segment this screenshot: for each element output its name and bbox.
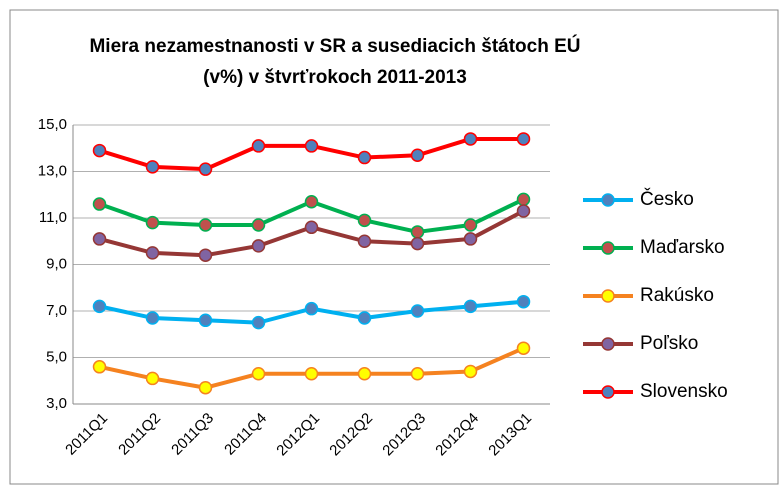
data-point [251,315,266,330]
data-point [516,204,531,218]
data-point [357,234,372,248]
data-point [198,248,213,262]
legend-label: Poľsko [640,333,698,354]
data-point [145,371,160,386]
legend-label: Rakúsko [640,285,714,306]
legend-label: Maďarsko [640,237,725,258]
chart-title: (v%) v štvrťrokoch 2011-2013 [203,67,467,88]
data-point [516,132,531,146]
data-point [463,299,478,314]
data-point [357,311,372,325]
legend-marker [601,241,615,255]
legend-marker [601,337,615,351]
data-point [198,162,213,176]
data-point [516,294,531,309]
data-point [304,220,319,235]
data-point [357,367,372,381]
y-tick-label: 7,0 [46,302,67,319]
data-point [198,218,213,232]
data-point [145,311,160,325]
data-point [410,236,425,251]
data-point [516,192,531,207]
y-tick-label: 9,0 [46,255,67,272]
data-point [463,364,478,379]
data-point [251,239,266,253]
data-point [145,246,160,260]
data-point [410,148,425,162]
data-point [145,160,160,174]
data-point [198,380,213,395]
data-point [463,232,478,246]
legend-marker [601,385,615,399]
chart-title: Miera nezamestnanosti v SR a susediacich… [89,35,580,57]
data-point [251,139,266,153]
data-point [92,143,107,158]
y-tick-label: 13,0 [38,162,67,179]
legend-label: Česko [640,188,694,210]
data-point [251,218,266,232]
data-point [357,213,372,228]
data-point [463,132,478,146]
y-tick-label: 15,0 [38,116,67,133]
legend-label: Slovensko [640,381,728,402]
data-point [304,139,319,153]
data-point [410,304,425,318]
data-point [410,225,425,239]
data-point [251,367,266,381]
legend-marker [601,193,615,207]
data-point [304,367,319,381]
data-point [145,215,160,230]
y-tick-label: 5,0 [46,348,67,365]
legend-marker [601,289,615,303]
data-point [463,218,478,232]
y-tick-label: 3,0 [46,395,67,412]
data-point [198,313,213,328]
data-point [92,232,107,246]
data-point [92,197,107,211]
y-tick-label: 11,0 [39,209,67,226]
data-point [516,341,531,355]
data-point [304,194,319,209]
data-point [357,150,372,165]
data-point [410,367,425,381]
data-point [304,301,319,316]
data-point [92,299,107,314]
data-point [92,360,107,374]
